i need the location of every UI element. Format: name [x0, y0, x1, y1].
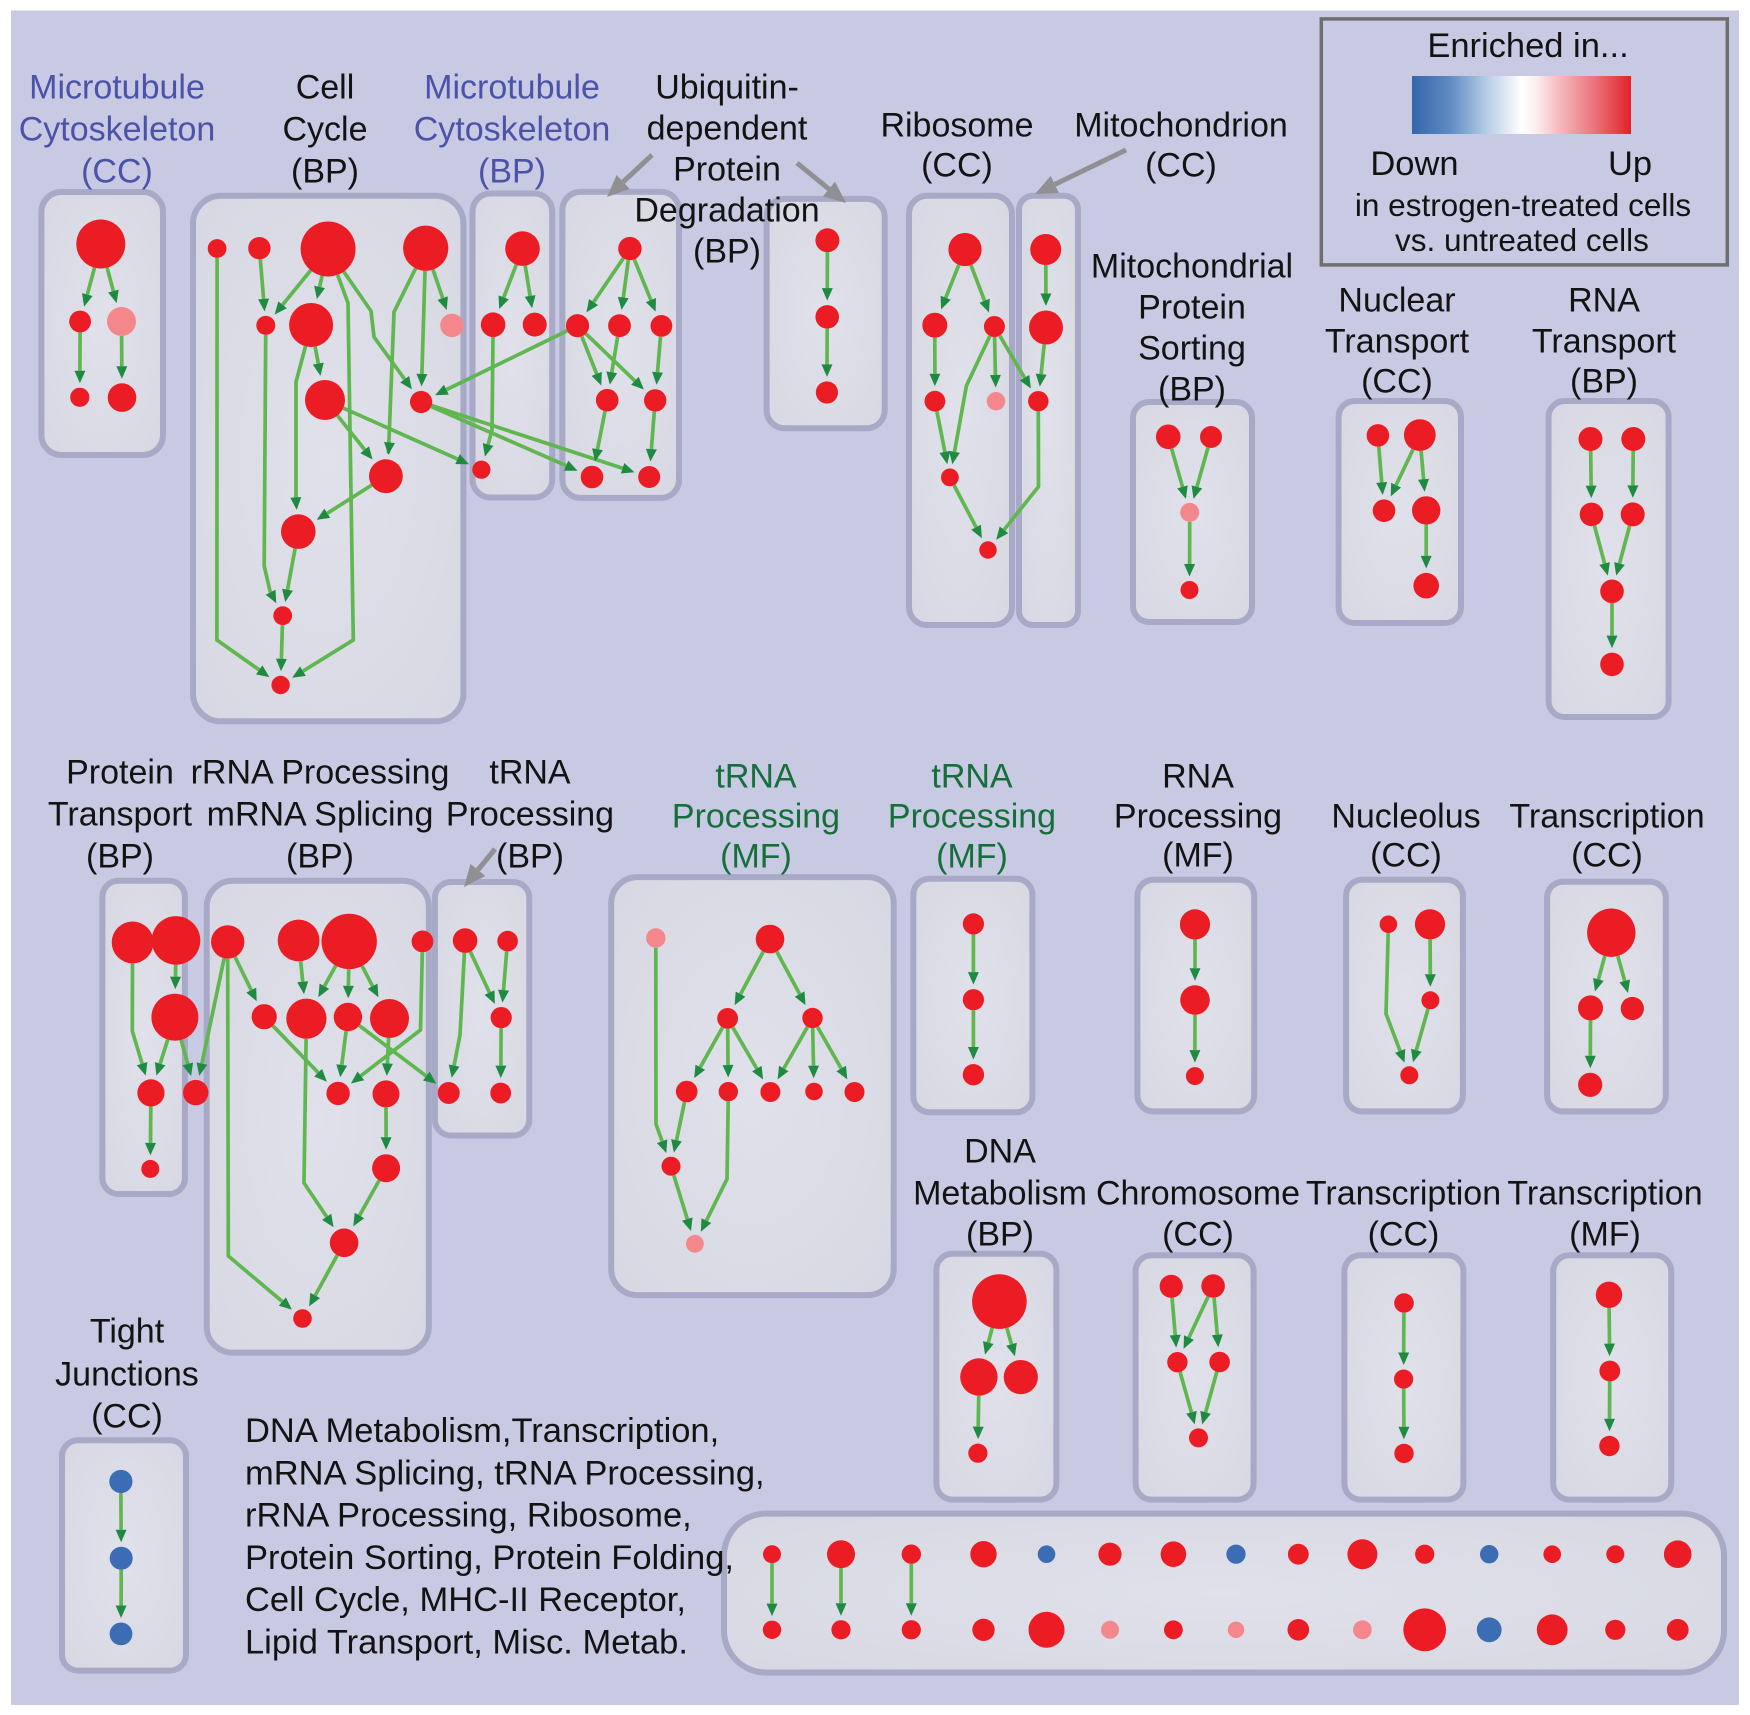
- svg-text:(BP): (BP): [86, 838, 154, 876]
- svg-text:(CC): (CC): [1162, 1216, 1234, 1254]
- svg-text:Processing: Processing: [446, 796, 614, 834]
- svg-text:Degradation: Degradation: [634, 192, 819, 230]
- svg-text:dependent: dependent: [647, 110, 808, 148]
- svg-text:(BP): (BP): [1570, 363, 1638, 401]
- svg-text:Up: Up: [1608, 145, 1652, 183]
- svg-text:Transcription: Transcription: [1306, 1175, 1501, 1213]
- svg-text:(MF): (MF): [1569, 1216, 1641, 1254]
- svg-text:Transport: Transport: [1325, 323, 1470, 361]
- svg-text:Down: Down: [1370, 145, 1458, 183]
- svg-text:Microtubule: Microtubule: [29, 69, 205, 107]
- svg-text:tRNA: tRNA: [489, 754, 571, 792]
- svg-text:(BP): (BP): [693, 233, 761, 271]
- svg-text:Processing: Processing: [672, 798, 840, 836]
- svg-text:Protein: Protein: [673, 151, 781, 189]
- svg-text:(BP): (BP): [291, 153, 359, 191]
- svg-text:rRNA Processing, Ribosome,: rRNA Processing, Ribosome,: [245, 1497, 692, 1535]
- svg-text:(CC): (CC): [91, 1398, 163, 1436]
- svg-text:Lipid Transport, Misc. Metab.: Lipid Transport, Misc. Metab.: [245, 1624, 688, 1662]
- svg-text:DNA: DNA: [964, 1133, 1036, 1171]
- svg-text:mRNA Splicing: mRNA Splicing: [207, 796, 434, 834]
- svg-text:(CC): (CC): [81, 153, 153, 191]
- svg-text:(MF): (MF): [720, 838, 792, 876]
- svg-text:Cell: Cell: [296, 69, 355, 107]
- svg-text:(MF): (MF): [936, 838, 1008, 876]
- svg-text:Protein: Protein: [66, 754, 174, 792]
- svg-text:(BP): (BP): [966, 1216, 1034, 1254]
- svg-text:Transcription: Transcription: [1507, 1175, 1702, 1213]
- svg-text:Cell Cycle, MHC-II Receptor,: Cell Cycle, MHC-II Receptor,: [245, 1581, 686, 1619]
- svg-text:rRNA Processing: rRNA Processing: [191, 754, 450, 792]
- svg-text:(CC): (CC): [1370, 837, 1442, 875]
- svg-text:Transport: Transport: [1532, 323, 1677, 361]
- svg-text:(CC): (CC): [1361, 363, 1433, 401]
- svg-text:(MF): (MF): [1162, 837, 1234, 875]
- svg-text:Cytoskeleton: Cytoskeleton: [414, 111, 611, 149]
- svg-text:mRNA Splicing, tRNA Processing: mRNA Splicing, tRNA Processing,: [245, 1454, 765, 1492]
- svg-text:Cycle: Cycle: [282, 111, 367, 149]
- svg-text:Ubiquitin-: Ubiquitin-: [655, 69, 799, 107]
- svg-text:Nuclear: Nuclear: [1338, 282, 1455, 320]
- svg-text:tRNA: tRNA: [715, 758, 797, 796]
- svg-text:DNA Metabolism,Transcription,: DNA Metabolism,Transcription,: [245, 1412, 719, 1450]
- svg-text:Mitochondrion: Mitochondrion: [1074, 107, 1288, 145]
- svg-text:RNA: RNA: [1162, 758, 1234, 796]
- svg-text:(CC): (CC): [921, 147, 993, 185]
- svg-text:Junctions: Junctions: [55, 1356, 199, 1394]
- svg-text:Cytoskeleton: Cytoskeleton: [19, 111, 216, 149]
- svg-text:Ribosome: Ribosome: [880, 107, 1033, 145]
- svg-text:in estrogen-treated cells: in estrogen-treated cells: [1355, 187, 1691, 223]
- svg-text:Processing: Processing: [1114, 798, 1282, 836]
- svg-text:Protein: Protein: [1138, 289, 1246, 327]
- svg-text:Sorting: Sorting: [1138, 330, 1246, 368]
- svg-text:(BP): (BP): [496, 838, 564, 876]
- svg-text:(BP): (BP): [478, 153, 546, 191]
- svg-text:(CC): (CC): [1368, 1216, 1440, 1254]
- svg-text:Microtubule: Microtubule: [424, 69, 600, 107]
- svg-text:Mitochondrial: Mitochondrial: [1091, 248, 1293, 286]
- svg-text:(CC): (CC): [1571, 837, 1643, 875]
- svg-text:(CC): (CC): [1145, 147, 1217, 185]
- svg-text:Enriched in...: Enriched in...: [1427, 27, 1628, 65]
- svg-text:vs. untreated cells: vs. untreated cells: [1395, 222, 1649, 258]
- svg-text:Chromosome: Chromosome: [1096, 1175, 1300, 1213]
- svg-text:tRNA: tRNA: [931, 758, 1013, 796]
- svg-text:Protein Sorting, Protein Foldi: Protein Sorting, Protein Folding,: [245, 1539, 734, 1577]
- svg-text:Processing: Processing: [888, 798, 1056, 836]
- svg-text:Transport: Transport: [48, 796, 193, 834]
- svg-text:RNA: RNA: [1568, 282, 1640, 320]
- svg-text:(BP): (BP): [286, 838, 354, 876]
- svg-text:Tight: Tight: [90, 1313, 165, 1351]
- svg-text:Transcription: Transcription: [1509, 798, 1704, 836]
- svg-text:Nucleolus: Nucleolus: [1331, 798, 1480, 836]
- svg-text:Metabolism: Metabolism: [913, 1175, 1087, 1213]
- svg-text:(BP): (BP): [1158, 371, 1226, 409]
